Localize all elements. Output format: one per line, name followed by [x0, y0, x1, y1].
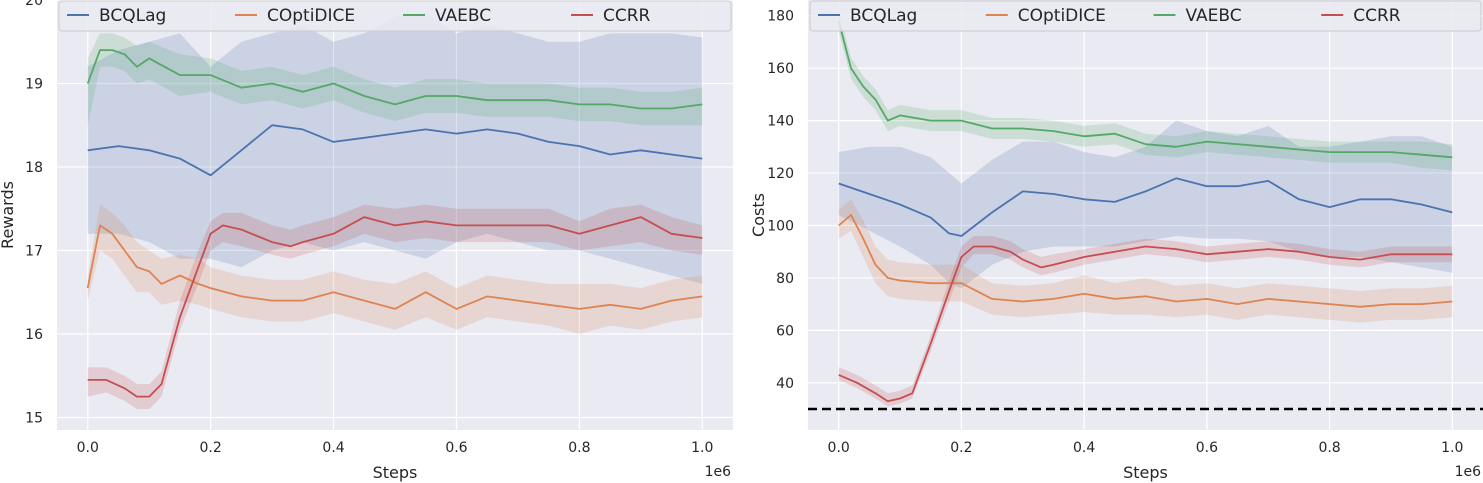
- rewards-x-tick-label: 1.0: [691, 440, 713, 456]
- rewards-legend: BCQLag COptiDICE VAEBC CCRR: [58, 0, 732, 32]
- rewards-bcqlag-line: [87, 124, 703, 177]
- costs-x-tick-label: 0.4: [1073, 440, 1095, 456]
- costs-ccrr-line: [838, 245, 1453, 403]
- costs-x-tick-label: 0.8: [1318, 440, 1340, 456]
- costs-plot-area: [808, 0, 1483, 430]
- costs-y-axis-label: Costs: [749, 193, 768, 237]
- rewards-y-tick-label: 20: [25, 0, 43, 9]
- costs-x-multiplier: 1e6: [1455, 464, 1482, 480]
- costs-y-tick-label: 180: [767, 9, 794, 25]
- costs-coptidice-band: [838, 199, 1453, 323]
- costs-y-tick-label: 120: [767, 166, 794, 182]
- rewards-bands: [87, 12, 703, 410]
- rewards-y-axis-label: Rewards: [0, 181, 17, 249]
- rewards-x-tick-label: 0.8: [568, 440, 590, 456]
- costs-legend-label-coptidice: COptiDICE: [1018, 6, 1106, 26]
- rewards-legend-label-ccrr: CCRR: [603, 6, 651, 26]
- rewards-legend-label-coptidice: COptiDICE: [267, 6, 355, 26]
- costs-coptidice-line: [838, 214, 1453, 308]
- costs-bcqlag-line: [838, 177, 1453, 237]
- costs-chart: 0.0 0.2 0.4 0.6 0.8 1.0406080100120140160180 …: [749, 0, 1483, 482]
- rewards-x-tick-label: 0.4: [322, 440, 344, 456]
- rewards-x-tick-label: 0.6: [445, 440, 467, 456]
- costs-x-tick-label: 0.2: [950, 440, 972, 456]
- rewards-legend-label-bcqlag: BCQLag: [99, 6, 166, 26]
- rewards-lines: [86, 49, 703, 398]
- costs-y-tick-label: 140: [767, 114, 794, 130]
- costs-vaebc-line: [837, 20, 1453, 159]
- rewards-x-tick-label: 0.2: [200, 440, 222, 456]
- costs-y-tick-label: 40: [776, 376, 794, 392]
- costs-y-tick-label: 60: [776, 323, 794, 339]
- costs-lines: [837, 20, 1453, 403]
- rewards-y-tick-label: 16: [25, 327, 43, 343]
- rewards-coptidice-line: [86, 224, 703, 310]
- rewards-chart: 0.0 0.2 0.4 0.6 0.8 1.0 15 16 17 18 19 20 Steps Rew…: [0, 0, 733, 482]
- costs-x-tick-label: 0.0: [828, 440, 850, 456]
- rewards-x-multiplier: 1e6: [705, 464, 732, 480]
- costs-y-tick-label: 80: [776, 271, 794, 287]
- costs-legend-label-bcqlag: BCQLag: [850, 6, 917, 26]
- costs-ccrr-band: [838, 236, 1453, 407]
- costs-legend-frame: [809, 0, 1482, 32]
- rewards-x-axis-label: Steps: [373, 463, 418, 482]
- rewards-ticks: 0.0 0.2 0.4 0.6 0.8 1.0 15 16 17 18 19 20: [25, 0, 713, 456]
- rewards-coptidice-band: [87, 204, 703, 334]
- costs-y-tick-label: 160: [767, 61, 794, 77]
- costs-x-axis-label: Steps: [1123, 463, 1168, 482]
- rewards-ccrr-line: [87, 216, 703, 398]
- costs-vaebc-band: [838, 10, 1453, 171]
- costs-legend-label-vaebc: VAEBC: [1186, 6, 1242, 26]
- costs-legend: BCQLag COptiDICE VAEBC CCRR: [809, 0, 1482, 32]
- rewards-plot-area: [57, 0, 733, 430]
- rewards-legend-label-vaebc: VAEBC: [435, 6, 491, 26]
- costs-ticks: 0.0 0.2 0.4 0.6 0.8 1.0 40 60 80 100 120 140 160 180: [767, 9, 1463, 456]
- rewards-y-tick-label: 18: [25, 160, 43, 176]
- costs-y-tick-label: 100: [767, 218, 794, 234]
- rewards-y-tick-label: 19: [25, 76, 43, 92]
- costs-legend-label-ccrr: CCRR: [1353, 6, 1401, 26]
- rewards-y-tick-label: 15: [25, 410, 43, 426]
- rewards-legend-frame: [58, 0, 732, 32]
- rewards-x-tick-label: 0.0: [77, 440, 99, 456]
- rewards-ccrr-band: [87, 204, 703, 410]
- rewards-vaebc-band: [87, 33, 703, 126]
- costs-x-tick-label: 0.6: [1196, 440, 1218, 456]
- costs-x-tick-label: 1.0: [1441, 440, 1463, 456]
- rewards-y-tick-label: 17: [25, 243, 43, 259]
- rewards-grid: [57, 0, 733, 430]
- rewards-vaebc-line: [86, 49, 703, 110]
- rewards-bcqlag-band: [87, 12, 703, 284]
